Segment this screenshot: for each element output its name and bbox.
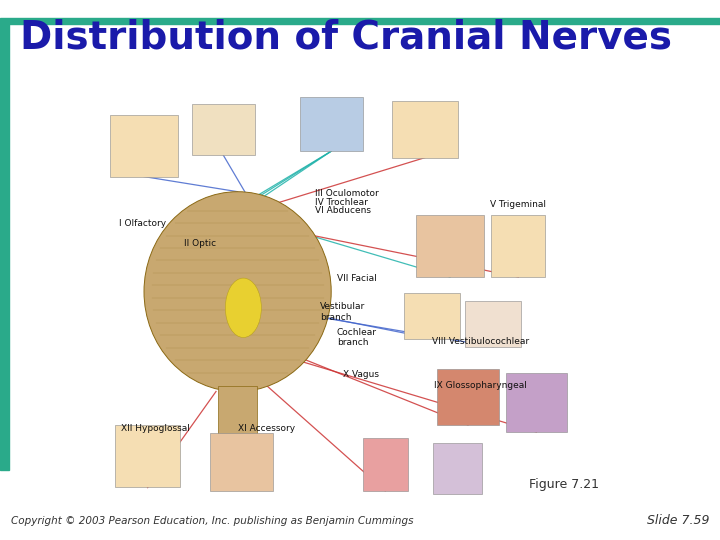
Bar	[110, 115, 179, 177]
Bar	[404, 293, 460, 339]
Bar	[210, 433, 273, 491]
Bar	[115, 426, 180, 487]
Text: IV Trochlear: IV Trochlear	[315, 198, 368, 207]
Text: V Trigeminal: V Trigeminal	[490, 200, 546, 209]
Bar	[217, 386, 258, 435]
Text: II Optic: II Optic	[184, 239, 216, 248]
Bar	[416, 214, 484, 276]
Text: Figure 7.21: Figure 7.21	[529, 478, 599, 491]
Ellipse shape	[225, 278, 261, 338]
Text: Vestibular
branch: Vestibular branch	[320, 302, 366, 322]
Text: Slide 7.59: Slide 7.59	[647, 514, 709, 526]
Bar	[300, 97, 363, 151]
Text: X Vagus: X Vagus	[343, 370, 379, 379]
Bar	[363, 438, 408, 491]
Bar	[491, 214, 546, 276]
Text: XII Hypoglossal: XII Hypoglossal	[121, 424, 190, 433]
Bar	[0, 24, 9, 470]
Text: XI Accessory: XI Accessory	[238, 424, 294, 433]
Text: Distribution of Cranial Nerves: Distribution of Cranial Nerves	[20, 19, 672, 57]
Bar	[505, 373, 567, 432]
Bar	[465, 301, 521, 347]
Bar	[192, 104, 255, 156]
Text: Copyright © 2003 Pearson Education, Inc. publishing as Benjamin Cummings: Copyright © 2003 Pearson Education, Inc.…	[11, 516, 413, 526]
Bar	[438, 368, 498, 426]
Text: III Oculomotor: III Oculomotor	[315, 189, 379, 198]
Text: VII Facial: VII Facial	[337, 274, 377, 283]
Text: VI Abducens: VI Abducens	[315, 206, 372, 215]
Text: IX Glossopharyngeal: IX Glossopharyngeal	[434, 381, 527, 390]
Text: Cochlear
branch: Cochlear branch	[337, 328, 377, 347]
Bar	[433, 443, 482, 495]
Text: VIII Vestibulocochlear: VIII Vestibulocochlear	[432, 338, 529, 347]
Text: I Olfactory: I Olfactory	[119, 219, 166, 228]
Bar	[392, 102, 458, 158]
Ellipse shape	[144, 192, 331, 392]
Bar	[0, 18, 720, 24]
